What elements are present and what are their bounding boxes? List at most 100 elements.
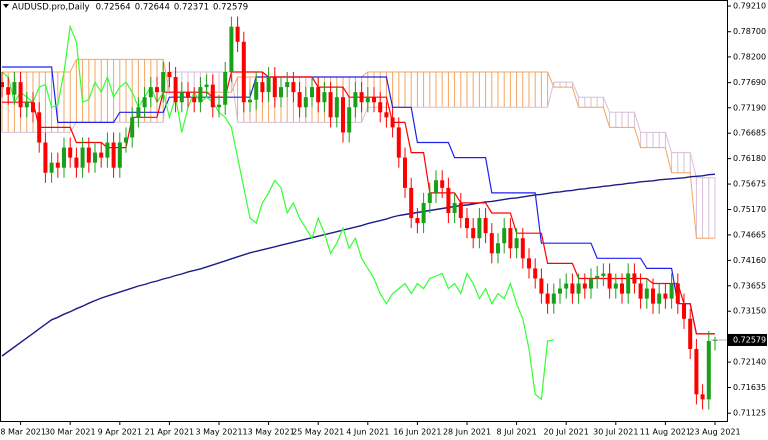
candle-body (31, 102, 35, 113)
candle-body (204, 84, 209, 88)
x-tick-label: 9 Apr 2021 (98, 428, 142, 437)
candle-body (465, 218, 469, 229)
candle-body (186, 92, 190, 98)
candle-body (359, 92, 364, 103)
candle-body (167, 72, 172, 78)
candle-body (582, 283, 587, 289)
candle-body (229, 26, 234, 73)
candle-body (297, 92, 302, 108)
x-tick-label: 21 Apr 2021 (145, 428, 194, 437)
candle-body (626, 273, 631, 294)
candle-body (49, 162, 54, 173)
y-tick-label: 0.78200 (733, 52, 766, 61)
candle-body (440, 180, 445, 188)
candle-body (607, 273, 612, 289)
candle-body (632, 273, 637, 284)
candle-body (266, 77, 271, 93)
candle-body (192, 97, 197, 103)
x-tick-label: 13 May 2021 (243, 428, 295, 437)
plot-frame (0, 0, 728, 422)
y-tick-label: 0.78700 (733, 27, 766, 36)
indicator-line (2, 66, 715, 335)
y-tick-label: 0.72140 (733, 358, 766, 367)
candle-body (130, 117, 135, 138)
x-tick-label: 20 Jul 2021 (544, 428, 589, 437)
candle-body (595, 275, 600, 279)
chart-title: AUDUSD.pro,Daily (12, 2, 90, 12)
candle-body (682, 303, 686, 319)
candle-body (105, 142, 110, 158)
candle-body (483, 218, 488, 234)
candle-body (539, 278, 544, 294)
candle-body (173, 77, 178, 103)
y-tick-label: 0.75675 (733, 180, 766, 189)
candle-body (688, 318, 693, 349)
candle-body (378, 102, 383, 113)
y-tick-label: 0.73150 (733, 307, 766, 316)
candle-body (235, 26, 240, 42)
y-tick-label: 0.74160 (733, 256, 766, 265)
candle-body (210, 84, 215, 108)
candle-body (589, 278, 593, 289)
candle-body (80, 147, 85, 168)
candle-body (713, 339, 717, 341)
candle-body (396, 127, 401, 158)
candle-body (136, 107, 141, 118)
candle-body (0, 82, 4, 88)
x-tick-label: 28 Jun 2021 (443, 428, 491, 437)
candle-body (564, 283, 569, 289)
x-tick-label: 3 May 2021 (195, 428, 242, 437)
candle-body (558, 288, 562, 294)
candle-body (86, 147, 91, 163)
price-label-box (728, 333, 767, 346)
menu-triangle[interactable] (3, 4, 9, 8)
candle-body (545, 293, 550, 304)
candle-body (55, 162, 60, 168)
candle-body (248, 99, 252, 103)
candle-body (341, 97, 345, 133)
candle-body (576, 283, 581, 294)
candle-body (353, 92, 358, 108)
candle-body (403, 157, 407, 188)
candle-body (657, 293, 662, 304)
candle-body (279, 87, 283, 98)
candle-body (334, 97, 339, 118)
candle-body (124, 137, 128, 143)
candle-body (706, 340, 711, 400)
candle-body (43, 142, 48, 173)
price-label: 0.72579 (733, 335, 766, 344)
candle-body (328, 92, 333, 118)
candle-body (260, 82, 265, 93)
y-tick-label: 0.75170 (733, 205, 766, 214)
candle-body (111, 142, 116, 168)
candle-body (415, 218, 420, 224)
header-low: 0.72371 (174, 2, 209, 12)
candle-body (62, 147, 66, 168)
candle-body (372, 97, 376, 103)
candle-body (551, 293, 556, 304)
candle-body (161, 72, 166, 93)
candle-body (613, 283, 618, 289)
x-tick-label: 30 Mar 2021 (45, 428, 96, 437)
candle-body (446, 187, 451, 214)
candle-body (285, 82, 290, 88)
x-tick-label: 18 Mar 2021 (0, 428, 46, 437)
candle-body (620, 283, 624, 294)
x-tick-label: 11 Aug 2021 (640, 428, 691, 437)
candle-body (310, 87, 314, 98)
candle-body (24, 102, 29, 108)
candle-body (148, 87, 153, 98)
x-tick-label: 30 Jul 2021 (593, 428, 638, 437)
candle-body (570, 283, 575, 294)
candle-body (68, 147, 73, 158)
candle-body (316, 87, 321, 103)
candle-body (409, 187, 414, 219)
candle-body (651, 288, 655, 304)
candle-body (291, 82, 296, 93)
header-open: 0.72564 (96, 2, 131, 12)
chart-header: AUDUSD.pro,Daily 0.72564 0.72644 0.72371 0.7… (12, 2, 248, 12)
candle-body (142, 97, 147, 108)
candle-body (272, 77, 277, 98)
candle-body (347, 107, 352, 133)
